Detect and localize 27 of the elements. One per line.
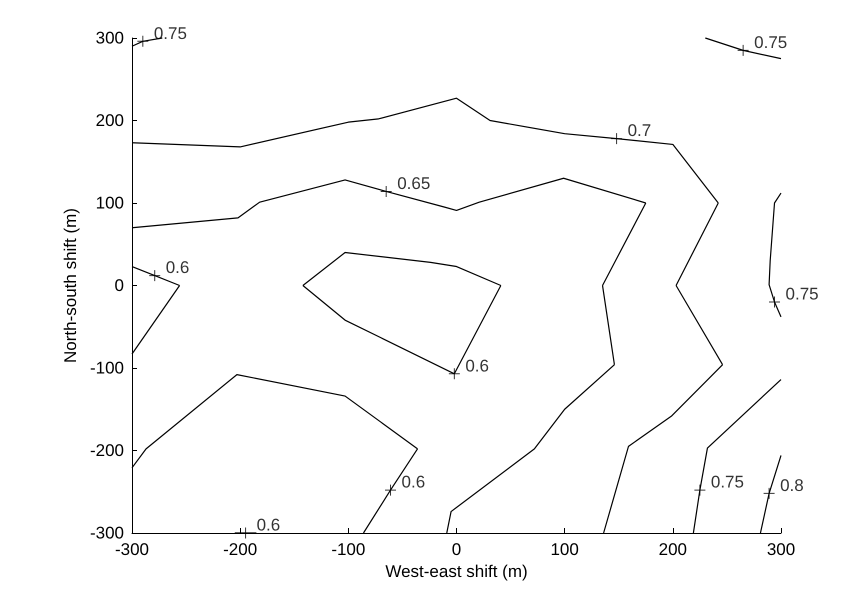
annotation: 0.75 (754, 32, 788, 52)
y-tick-label: -100 (90, 358, 124, 378)
annotation: 0.65 (397, 174, 430, 193)
annotation: 0.6 (256, 516, 280, 534)
y-tick-label: 200 (96, 111, 124, 130)
y-tick-label: 300 (96, 28, 124, 48)
y-tick-label: -200 (90, 441, 124, 460)
x-tick-label: 0 (452, 540, 462, 559)
y-tick-label: 100 (96, 194, 124, 212)
y-tick-label: -300 (90, 524, 124, 542)
annotation: 0.7 (628, 121, 652, 140)
x-axis-title: West-east shift (m) (385, 562, 528, 581)
annotation: 0.6 (166, 258, 190, 278)
x-tick-label: 300 (766, 540, 796, 559)
annotation: 0.75 (786, 284, 819, 304)
annotation: 0.75 (154, 24, 187, 43)
x-tick-label: -200 (223, 540, 258, 559)
annotation: 0.6 (402, 472, 426, 492)
annotation: 0.75 (710, 472, 744, 492)
x-tick-label: -100 (331, 540, 366, 559)
x-tick-label: 200 (658, 540, 688, 559)
y-tick-label: 0 (114, 276, 124, 295)
x-tick-label: -300 (114, 540, 150, 559)
y-axis-title: North-south shift (m) (61, 208, 80, 363)
annotation: 0.6 (465, 356, 489, 376)
annotation: 0.8 (780, 476, 804, 495)
x-tick-label: 100 (550, 540, 579, 559)
